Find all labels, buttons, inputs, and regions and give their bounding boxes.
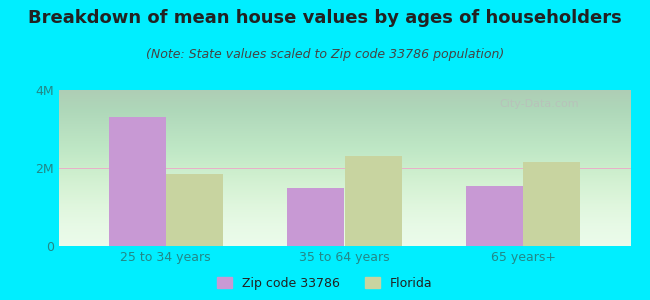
Text: Breakdown of mean house values by ages of householders: Breakdown of mean house values by ages o… [28, 9, 622, 27]
Bar [166, 174, 223, 246]
Text: City-Data.com: City-Data.com [499, 99, 578, 110]
Bar [523, 162, 580, 246]
Legend: Zip code 33786, Florida: Zip code 33786, Florida [213, 273, 437, 294]
Bar [344, 156, 402, 246]
Bar [466, 185, 523, 246]
Bar [109, 117, 166, 246]
Text: (Note: State values scaled to Zip code 33786 population): (Note: State values scaled to Zip code 3… [146, 48, 504, 61]
Bar [287, 188, 344, 246]
